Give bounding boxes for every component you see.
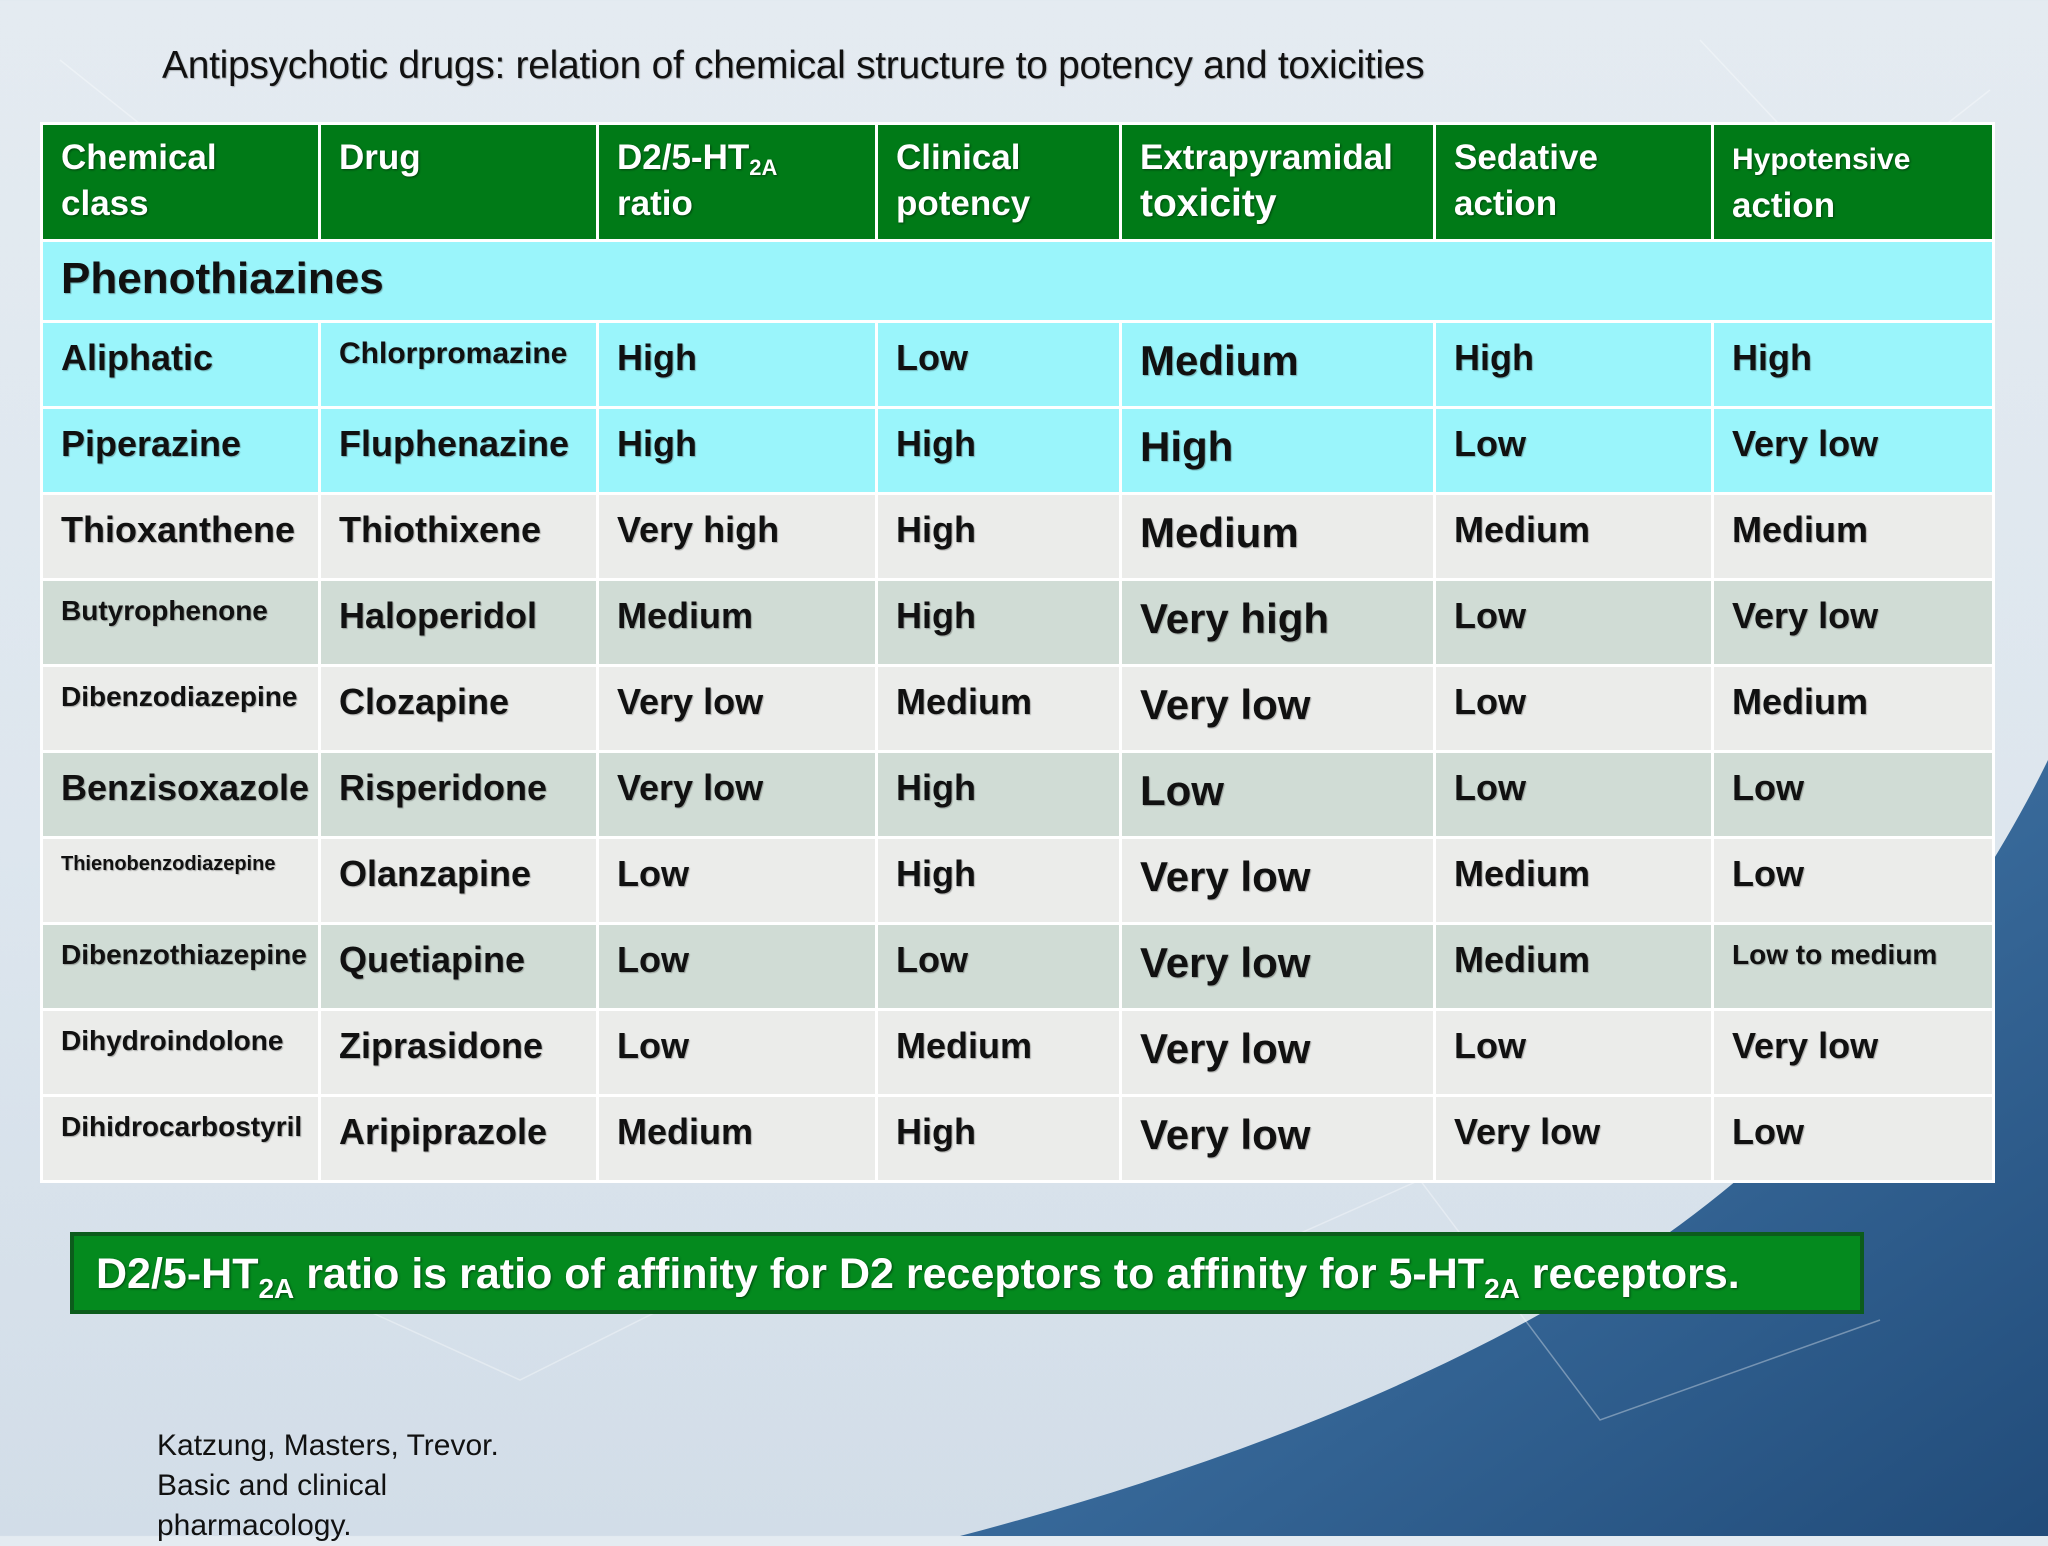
drug-cell: Thiothixene (318, 492, 599, 581)
sedative-cell: Medium (1433, 922, 1714, 1011)
hypotensive-cell: Very low (1711, 578, 1995, 667)
drug-cell: Ziprasidone (318, 1008, 599, 1097)
table-row: Dihidrocarbostyril Aripiprazole Medium H… (40, 1094, 1995, 1183)
eps-cell: Very low (1119, 664, 1436, 753)
table-row: Piperazine Fluphenazine High High High L… (40, 406, 1995, 495)
hypotensive-cell: Low (1711, 750, 1995, 839)
eps-cell: Very low (1119, 1008, 1436, 1097)
hypotensive-cell: Medium (1711, 664, 1995, 753)
drug-cell: Aripiprazole (318, 1094, 599, 1183)
ratio-cell: High (596, 320, 878, 409)
table-row: Benzisoxazole Risperidone Very low High … (40, 750, 1995, 839)
table-row: Dibenzodiazepine Clozapine Very low Medi… (40, 664, 1995, 753)
eps-cell: Medium (1119, 320, 1436, 409)
chemical-class-cell: Aliphatic (40, 320, 321, 409)
drug-cell: Chlorpromazine (318, 320, 599, 409)
chemical-class-cell: Dihidrocarbostyril (40, 1094, 321, 1183)
table-row: Dibenzothiazepine Quetiapine Low Low Ver… (40, 922, 1995, 1011)
sedative-cell: Medium (1433, 492, 1714, 581)
sedative-cell: Low (1433, 664, 1714, 753)
sedative-cell: High (1433, 320, 1714, 409)
chemical-class-cell: Benzisoxazole (40, 750, 321, 839)
eps-cell: Very high (1119, 578, 1436, 667)
ratio-cell: Low (596, 922, 878, 1011)
slide-title: Antipsychotic drugs: relation of chemica… (162, 44, 1425, 87)
table-row: Thioxanthene Thiothixene Very high High … (40, 492, 1995, 581)
antipsychotic-table: Chemical class Drug D2/5-HT2A ratio Clinic… (40, 122, 1995, 1183)
ratio-definition-note: D2/5-HT2A ratio is ratio of affinity for… (70, 1232, 1864, 1314)
sedative-cell: Low (1433, 750, 1714, 839)
eps-cell: Very low (1119, 1094, 1436, 1183)
ratio-cell: Very low (596, 750, 878, 839)
sedative-cell: Low (1433, 1008, 1714, 1097)
potency-cell: Low (875, 320, 1122, 409)
potency-cell: Medium (875, 664, 1122, 753)
header-hypotensive-action: Hypotensive action (1711, 122, 1995, 242)
potency-cell: Medium (875, 1008, 1122, 1097)
drug-cell: Olanzapine (318, 836, 599, 925)
ratio-cell: Medium (596, 1094, 878, 1183)
citation: Katzung, Masters, Trevor. Basic and clin… (157, 1429, 499, 1542)
header-chemical-class: Chemical class (40, 122, 321, 242)
header-row: Chemical class Drug D2/5-HT2A ratio Clinic… (40, 122, 1995, 242)
chemical-class-cell: Dibenzothiazepine (40, 922, 321, 1011)
hypotensive-cell: High (1711, 320, 1995, 409)
potency-cell: Low (875, 922, 1122, 1011)
chemical-class-cell: Piperazine (40, 406, 321, 495)
ratio-cell: High (596, 406, 878, 495)
hypotensive-cell: Medium (1711, 492, 1995, 581)
ratio-cell: Very low (596, 664, 878, 753)
drug-cell: Clozapine (318, 664, 599, 753)
header-extrapyramidal-toxicity: Extrapyramidal toxicity (1119, 122, 1436, 242)
section-label: Phenothiazines (40, 239, 1995, 323)
drug-cell: Fluphenazine (318, 406, 599, 495)
potency-cell: High (875, 836, 1122, 925)
ratio-cell: Medium (596, 578, 878, 667)
potency-cell: High (875, 406, 1122, 495)
hypotensive-cell: Very low (1711, 406, 1995, 495)
sedative-cell: Medium (1433, 836, 1714, 925)
drug-cell: Risperidone (318, 750, 599, 839)
eps-cell: Very low (1119, 836, 1436, 925)
chemical-class-cell: Butyrophenone (40, 578, 321, 667)
chemical-class-cell: Thioxanthene (40, 492, 321, 581)
sedative-cell: Very low (1433, 1094, 1714, 1183)
potency-cell: High (875, 578, 1122, 667)
chemical-class-cell: Dihydroindolone (40, 1008, 321, 1097)
header-drug: Drug (318, 122, 599, 242)
hypotensive-cell: Low (1711, 836, 1995, 925)
table-row: Thienobenzodiazepine Olanzapine Low High… (40, 836, 1995, 925)
header-ratio: D2/5-HT2A ratio (596, 122, 878, 242)
ratio-cell: Low (596, 836, 878, 925)
sedative-cell: Low (1433, 578, 1714, 667)
eps-cell: Medium (1119, 492, 1436, 581)
hypotensive-cell: Low to medium (1711, 922, 1995, 1011)
hypotensive-cell: Very low (1711, 1008, 1995, 1097)
ratio-cell: Low (596, 1008, 878, 1097)
sedative-cell: Low (1433, 406, 1714, 495)
eps-cell: Very low (1119, 922, 1436, 1011)
table-row: Dihydroindolone Ziprasidone Low Medium V… (40, 1008, 1995, 1097)
table-row: Aliphatic Chlorpromazine High Low Medium… (40, 320, 1995, 409)
drug-cell: Haloperidol (318, 578, 599, 667)
table-row: Butyrophenone Haloperidol Medium High Ve… (40, 578, 1995, 667)
eps-cell: Low (1119, 750, 1436, 839)
chemical-class-cell: Thienobenzodiazepine (40, 836, 321, 925)
header-sedative-action: Sedative action (1433, 122, 1714, 242)
ratio-cell: Very high (596, 492, 878, 581)
section-row: Phenothiazines (40, 239, 1995, 323)
chemical-class-cell: Dibenzodiazepine (40, 664, 321, 753)
drug-cell: Quetiapine (318, 922, 599, 1011)
header-clinical-potency: Clinical potency (875, 122, 1122, 242)
eps-cell: High (1119, 406, 1436, 495)
hypotensive-cell: Low (1711, 1094, 1995, 1183)
potency-cell: High (875, 750, 1122, 839)
potency-cell: High (875, 1094, 1122, 1183)
potency-cell: High (875, 492, 1122, 581)
